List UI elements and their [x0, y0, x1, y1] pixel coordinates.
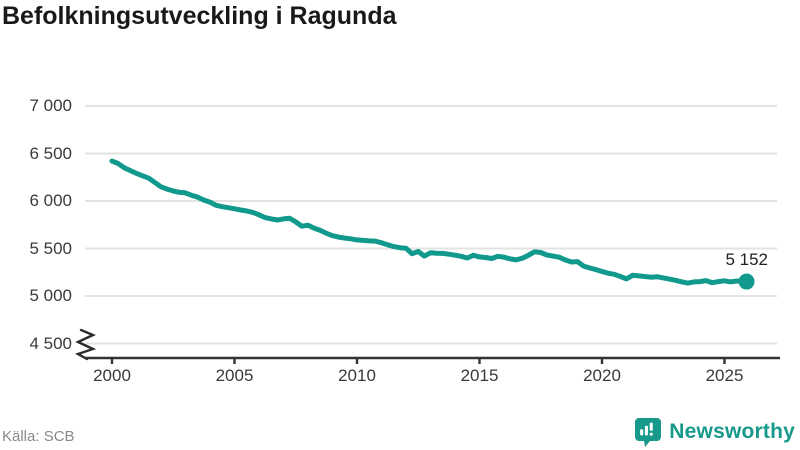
- x-axis: [85, 356, 780, 364]
- population-line-series: [109, 158, 750, 286]
- x-axis-label: 2010: [338, 366, 376, 385]
- x-axis-label: 2005: [215, 366, 254, 385]
- source-note: Källa: SCB: [2, 428, 75, 445]
- y-axis-break-icon: [75, 328, 97, 361]
- x-axis-label: 2015: [460, 366, 499, 385]
- y-axis-label: 5 500: [29, 238, 72, 258]
- y-axis-label: 4 500: [29, 333, 72, 353]
- gridlines: [85, 105, 777, 345]
- brand-wordmark: Newsworthy: [669, 420, 795, 443]
- x-axis-label: 2020: [583, 366, 621, 385]
- y-axis-label: 7 000: [29, 96, 72, 115]
- x-axis-label: 2000: [93, 366, 131, 385]
- brand-logo[interactable]: Newsworthy: [634, 417, 795, 447]
- y-axis-label: 6 500: [29, 143, 72, 163]
- y-axis-label: 6 000: [29, 191, 72, 210]
- y-axis-label: 5 000: [29, 286, 72, 305]
- end-value-annotation: 5 152: [725, 250, 768, 269]
- series-end-dot: [738, 273, 755, 290]
- chart-title: Befolkningsutveckling i Ragunda: [2, 2, 397, 30]
- newsworthy-logo-icon: [635, 418, 662, 447]
- x-axis-label: 2025: [705, 366, 744, 385]
